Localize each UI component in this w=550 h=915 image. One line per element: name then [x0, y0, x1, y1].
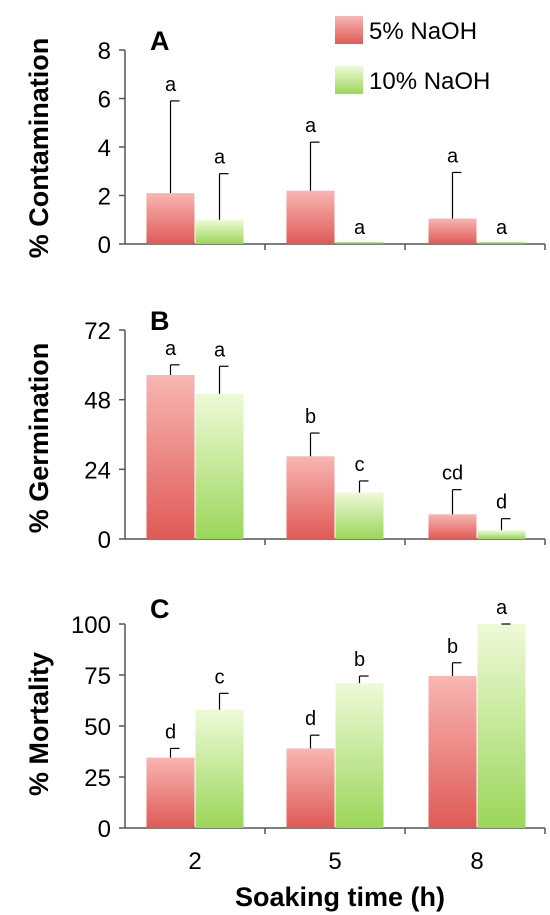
y-tick-label: 2 [98, 184, 111, 211]
y-axis-label: % Contamination [24, 38, 54, 259]
significance-letter: a [214, 339, 226, 361]
bar [428, 676, 477, 828]
legend-label: 5% NaOH [369, 18, 477, 45]
significance-letter: d [165, 721, 176, 743]
significance-letter: b [305, 406, 316, 428]
y-tick-label: 0 [98, 816, 111, 843]
bar [477, 530, 526, 539]
legend-label: 10% NaOH [369, 68, 490, 95]
panel-label: B [150, 306, 170, 336]
significance-letter: a [165, 74, 177, 96]
y-tick-label: 4 [98, 135, 111, 162]
significance-letter: b [447, 636, 458, 658]
bar [195, 709, 244, 828]
significance-letter: a [447, 145, 459, 167]
y-axis-label: % Mortality [24, 652, 54, 796]
significance-letter: a [305, 115, 317, 137]
x-axis-label: Soaking time (h) [235, 882, 445, 912]
bar [428, 218, 477, 244]
significance-letter: d [305, 708, 316, 730]
significance-letter: c [215, 666, 225, 688]
legend-swatch [335, 16, 363, 44]
bar [146, 757, 195, 828]
bar [146, 374, 195, 539]
chart-panel-b: B % Germination 0 24 48 72 a a b c cd d [24, 306, 546, 554]
bar [335, 492, 384, 539]
significance-letter: a [214, 147, 226, 169]
bar [428, 514, 477, 539]
y-tick-label: 48 [84, 388, 111, 415]
legend: 5% NaOH 10% NaOH [335, 16, 490, 95]
y-tick-label: 100 [71, 612, 111, 639]
y-tick-label: 72 [84, 318, 111, 345]
y-axis-label: % Germination [24, 343, 54, 534]
x-tick-label: 8 [470, 848, 483, 875]
y-tick-label: 50 [84, 714, 111, 741]
chart-panel-a: A % Contamination 0 2 4 6 8 a a a a a a [24, 26, 546, 259]
significance-letter: cd [442, 463, 463, 485]
bar [286, 456, 335, 539]
bar [146, 193, 195, 244]
significance-letter: a [496, 217, 508, 239]
bar [195, 219, 244, 244]
panel-label: A [150, 26, 170, 56]
y-tick-label: 24 [84, 457, 111, 484]
y-tick-label: 6 [98, 87, 111, 114]
y-tick-label: 0 [98, 232, 111, 259]
y-tick-label: 25 [84, 765, 111, 792]
panel-label: C [150, 594, 170, 624]
y-tick-label: 8 [98, 38, 111, 65]
significance-letter: b [354, 649, 365, 671]
legend-swatch [335, 66, 363, 94]
legend-item: 10% NaOH [335, 66, 490, 95]
legend-item: 5% NaOH [335, 16, 477, 45]
bar [335, 683, 384, 828]
bar [286, 748, 335, 828]
bar [477, 624, 526, 828]
y-tick-label: 0 [98, 527, 111, 554]
x-tick-label: 2 [188, 848, 201, 875]
significance-letter: a [354, 217, 366, 239]
y-tick-label: 75 [84, 663, 111, 690]
significance-letter: a [165, 338, 177, 360]
bar [195, 393, 244, 539]
significance-letter: c [355, 454, 365, 476]
x-tick-label: 5 [328, 848, 341, 875]
bar [286, 190, 335, 244]
significance-letter: d [496, 492, 507, 514]
significance-letter: a [496, 597, 508, 619]
